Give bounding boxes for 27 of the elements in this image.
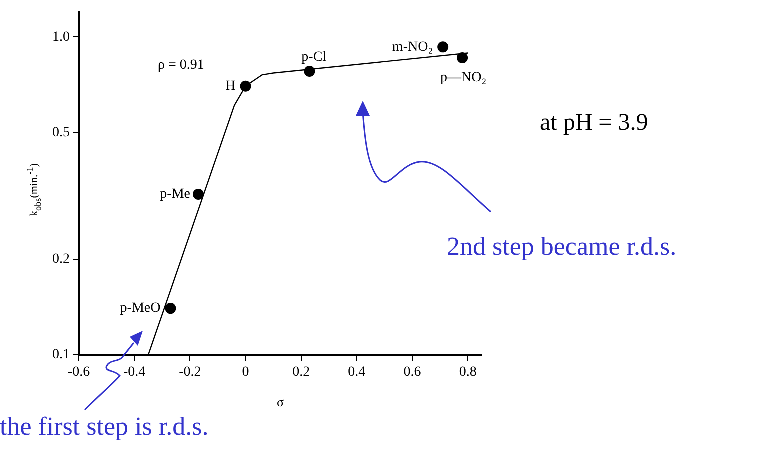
y-tick-label: 0.2 xyxy=(52,252,70,267)
text: the first step is r.d.s. xyxy=(0,412,209,442)
annotation: p-Me xyxy=(160,187,191,202)
annotation: p-Cl xyxy=(302,50,327,66)
y-tick-label: 0.1 xyxy=(52,348,70,363)
y-tick-label: 0.5 xyxy=(52,126,70,141)
x-tick-label: 0 xyxy=(242,365,250,380)
y-tick-label: 1.0 xyxy=(52,30,70,45)
point xyxy=(457,52,468,64)
x-tick-label: 0.8 xyxy=(459,365,477,380)
annotation: 2nd step became r.d.s. xyxy=(447,232,677,262)
annotation: p—NO₂ xyxy=(440,70,487,86)
x-tick-label: -0.4 xyxy=(124,365,146,380)
x-tick-label: 0.4 xyxy=(348,365,366,380)
x-tick-label: 0.2 xyxy=(292,365,310,380)
point xyxy=(438,42,449,53)
annotation: H xyxy=(226,79,236,94)
x-tick-label: -0.2 xyxy=(179,365,202,380)
point xyxy=(193,188,204,200)
x-tick-label: 0.6 xyxy=(404,365,422,380)
x-axis-title: σ xyxy=(276,394,284,410)
x-tick-label: -0.6 xyxy=(68,365,90,380)
annotation: p-MeO xyxy=(120,301,161,316)
annotation: ρ = 0.91 xyxy=(158,58,204,74)
text: at pH = 3.9 xyxy=(540,110,648,137)
point xyxy=(165,303,176,314)
annotation: m-NO₂ xyxy=(392,40,434,55)
